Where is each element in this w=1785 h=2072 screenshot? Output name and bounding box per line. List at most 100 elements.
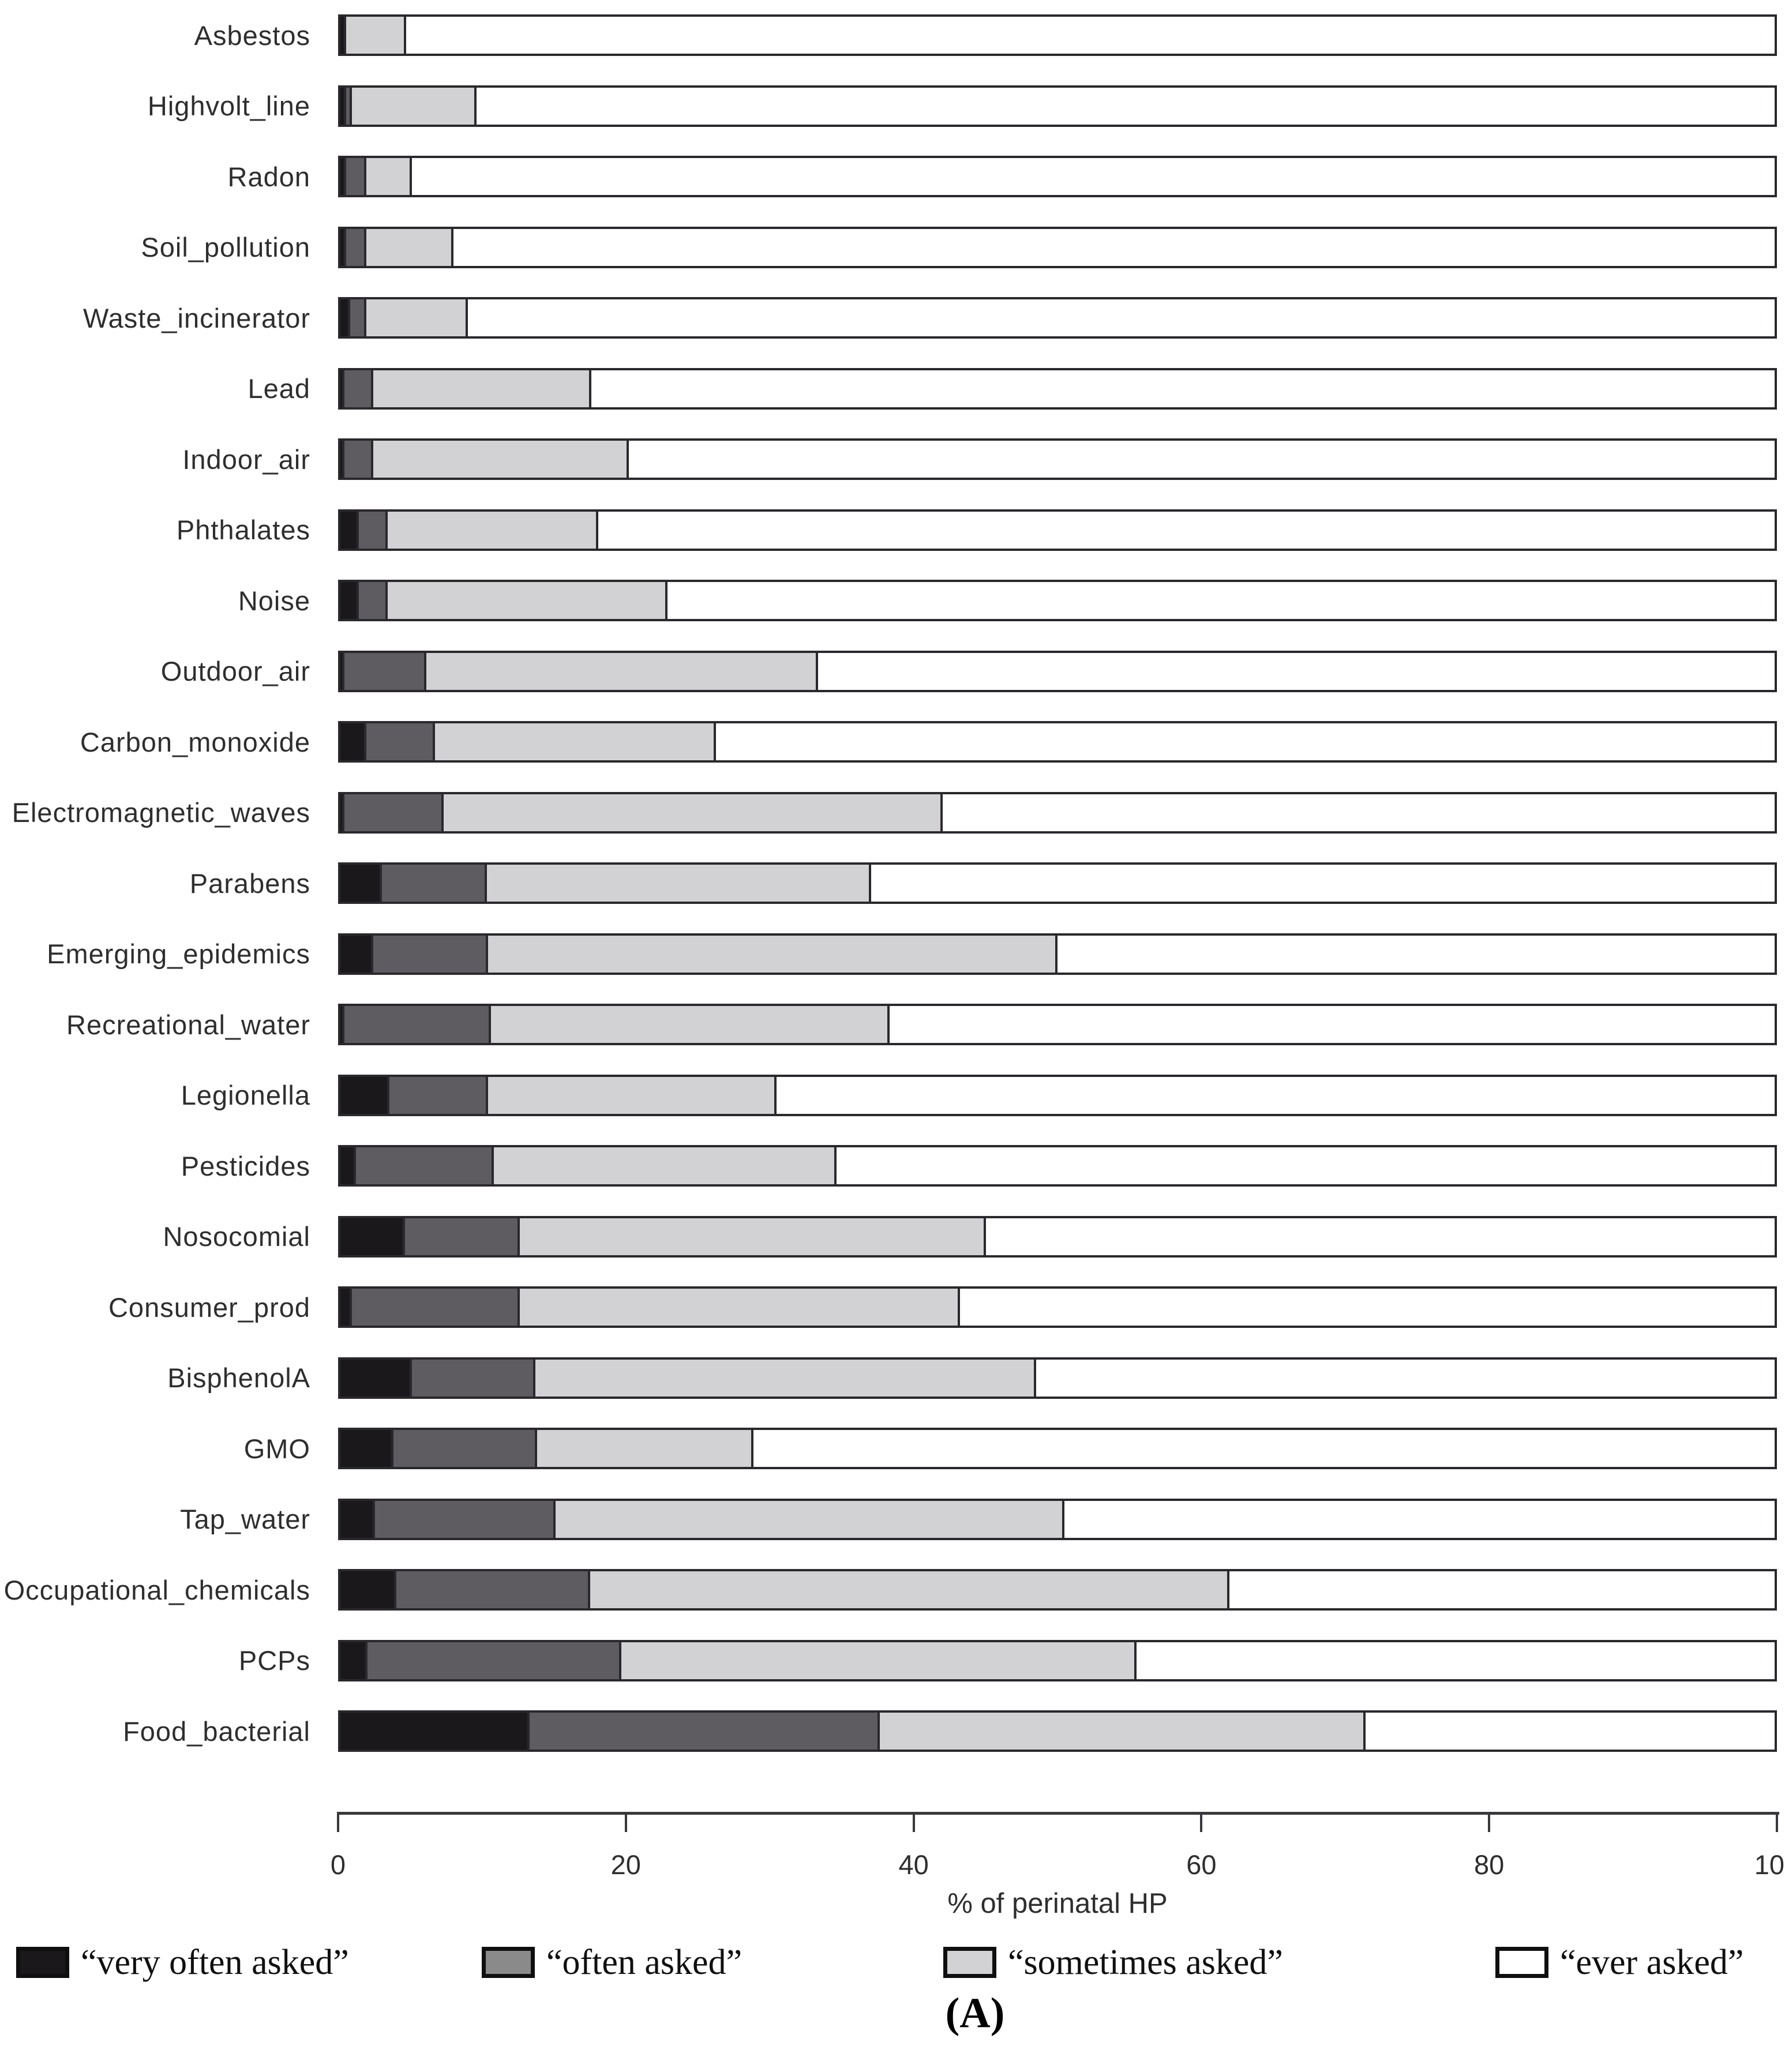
category-label: Radon [227,161,310,192]
legend-label-ever: “ever asked” [1560,1942,1744,1982]
category-label: Phthalates [176,515,310,545]
bar-segment-very-often [340,1642,368,1679]
bar-segment-often [412,1359,536,1397]
bar-segment-ever [985,1218,1775,1255]
bar-row [338,1569,1777,1611]
category-label: Parabens [189,868,310,899]
x-axis-tick-label: 20 [610,1849,641,1880]
bar-segment-often [356,1147,494,1184]
bar-segment-sometimes [519,1289,960,1326]
bar-segment-very-often [340,370,345,407]
bar-segment-very-often [340,87,346,125]
bar-segment-often [344,1006,492,1043]
bar-segment-ever [817,652,1775,690]
category-label: Carbon_monoxide [80,726,310,757]
x-axis-title: % of perinatal HP [947,1888,1168,1919]
bar-segment-sometimes [493,1147,837,1184]
bar-segment-very-often [340,158,346,195]
bar-segment-ever [406,17,1775,54]
bar-segment-ever [453,228,1775,266]
x-axis-tick [912,1815,915,1832]
x-axis-tick-label: 60 [1186,1849,1217,1880]
legend-label-often: “often asked” [546,1942,742,1982]
bar-row [338,1357,1777,1399]
bar-segment-sometimes [590,1571,1230,1608]
bar-segment-often [351,1289,520,1326]
legend-item-sometimes: “sometimes asked” [943,1934,1283,1991]
bar-segment-ever [468,299,1775,336]
bar-row [338,1710,1777,1752]
bar-segment-sometimes [621,1642,1137,1679]
category-label: PCPs [238,1645,310,1676]
bar-segment-sometimes [373,370,592,407]
bar-segment-sometimes [443,794,943,831]
bar-segment-often [404,1218,520,1255]
bar-segment-ever [667,582,1775,619]
bar-segment-often [359,582,388,619]
legend-swatch-very-often-icon [16,1947,69,1978]
x-axis-tick-label: 40 [898,1849,929,1880]
bar-segment-ever [591,370,1775,407]
category-label: Food_bacterial [123,1716,310,1747]
x-axis-tick [1776,1815,1778,1832]
bar-segment-ever [412,158,1775,195]
bar-row [338,1286,1777,1328]
bar-segment-ever [1229,1571,1775,1608]
bar-segment-ever [1136,1642,1775,1679]
legend-item-ever: “ever asked” [1495,1934,1743,1991]
bar-segment-very-often [340,1289,352,1326]
bar-row [338,1145,1777,1187]
bar-segment-very-often [340,1147,357,1184]
bar-segment-sometimes [435,723,717,760]
category-label: BisphenolA [167,1362,310,1393]
bar-segment-very-often [340,723,366,760]
bar-segment-sometimes [388,511,599,549]
bar-segment-sometimes [346,17,407,54]
x-axis-tick [1200,1815,1203,1832]
bar-row [338,297,1777,339]
bar-segment-very-often [340,1430,393,1467]
bar-segment-very-often [340,1359,412,1397]
bar-segment-very-often [340,228,346,266]
bar-row [338,438,1777,480]
bar-segment-often [396,1571,590,1608]
bar-segment-ever [890,1006,1775,1043]
bar-segment-often [350,299,366,336]
category-label: Tap_water [180,1504,310,1534]
bar-row [338,85,1777,127]
bar-segment-often [344,370,374,407]
x-axis-tick-label: 100 [1754,1849,1785,1880]
bar-row [338,1074,1777,1116]
bar-segment-often [366,723,436,760]
x-axis [337,1812,1779,1815]
x-axis-tick [337,1815,339,1832]
bar-segment-sometimes [373,441,629,478]
bar-segment-ever [776,1076,1775,1114]
bar-segment-often [344,441,374,478]
bar-row [338,1498,1777,1540]
bar-segment-ever [477,87,1775,125]
bar-segment-ever [959,1289,1775,1326]
bar-segment-ever [1064,1500,1775,1538]
bar-row [338,1215,1777,1258]
x-axis-tick-label: 80 [1474,1849,1505,1880]
bar-segment-often [346,87,352,125]
bar-segment-very-often [340,1218,405,1255]
category-label: Highvolt_line [147,91,310,121]
bar-segment-often [344,652,427,690]
category-label: Soil_pollution [141,232,310,262]
bar-segment-often [344,794,444,831]
bar-segment-sometimes [488,935,1058,973]
bar-row [338,580,1777,621]
bar-segment-sometimes [366,228,454,266]
bar-segment-often [393,1430,537,1467]
bar-segment-very-often [340,794,345,831]
legend-item-very-often: “very often asked” [16,1934,349,1991]
bar-row [338,862,1777,904]
bar-segment-often [530,1713,880,1750]
bar-segment-very-often [340,17,346,54]
bar-segment-very-often [340,1713,530,1750]
x-axis-tick-label: 0 [330,1849,346,1880]
bar-row [338,1004,1777,1045]
